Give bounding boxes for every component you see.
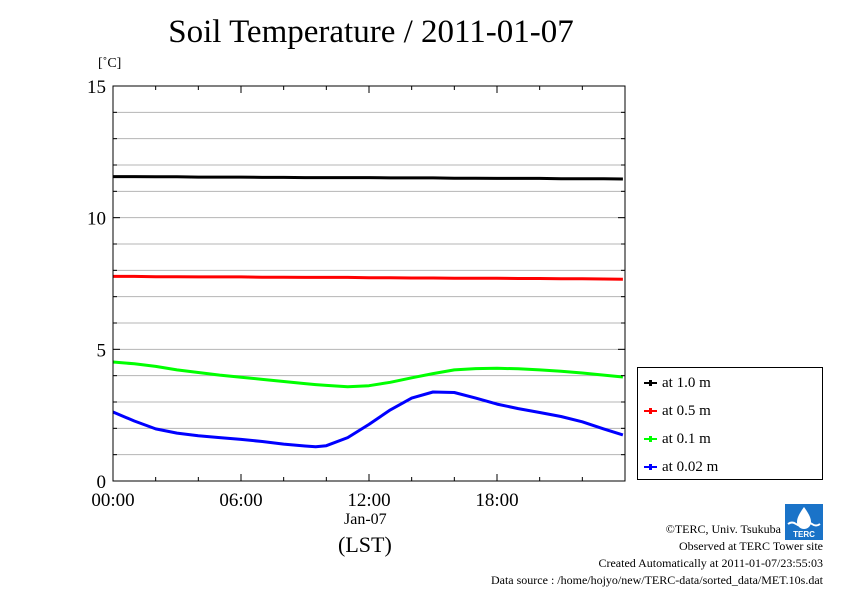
- y-tick-label: 5: [97, 340, 107, 361]
- chart-title: Soil Temperature / 2011-01-07: [168, 14, 574, 50]
- legend-item: at 0.1 m: [644, 426, 711, 452]
- legend-label: at 1.0 m: [662, 374, 711, 391]
- axes: [112, 85, 626, 482]
- legend-swatch: [644, 464, 657, 470]
- legend-item: at 0.02 m: [644, 454, 718, 480]
- footer-source: Data source : /home/hojyo/new/TERC-data/…: [490, 573, 823, 587]
- series-lines: [112, 175, 624, 449]
- footer-copyright: ©TERC, Univ. Tsukuba: [665, 522, 781, 536]
- gridlines: [113, 111, 625, 456]
- legend: at 1.0 m at 0.5 m at 0.1 m at 0.02 m: [637, 367, 823, 480]
- series-line: [113, 175, 623, 181]
- legend-swatch: [644, 408, 657, 414]
- plot-frame: [112, 85, 626, 482]
- x-tick-label: 18:00: [475, 490, 518, 511]
- x-date-label: Jan-07: [344, 511, 387, 528]
- series-line: [112, 360, 624, 389]
- footer-created: Created Automatically at 2011-01-07/23:5…: [598, 556, 823, 570]
- tick-labels: 0 5 10 15 00:00 06:00 12:00 18:00: [87, 77, 519, 511]
- x-tick-label: 00:00: [91, 490, 134, 511]
- x-axis-label: (LST): [338, 532, 392, 557]
- legend-label: at 0.5 m: [662, 402, 711, 419]
- legend-swatch: [644, 436, 657, 442]
- legend-label: at 0.1 m: [662, 430, 711, 447]
- terc-logo-icon: TERC: [785, 504, 823, 540]
- legend-label: at 0.02 m: [662, 458, 719, 475]
- footer-observed: Observed at TERC Tower site: [678, 539, 823, 553]
- x-tick-label: 06:00: [219, 490, 262, 511]
- y-tick-label: 10: [87, 209, 106, 230]
- y-tick-label: 0: [97, 472, 107, 493]
- legend-item: at 0.5 m: [644, 398, 711, 424]
- legend-swatch: [644, 380, 657, 386]
- y-tick-label: 15: [87, 77, 106, 98]
- logo-text: TERC: [793, 530, 815, 539]
- legend-item: at 1.0 m: [644, 370, 711, 396]
- y-axis-unit: [˚C]: [98, 56, 122, 71]
- x-tick-label: 12:00: [347, 490, 390, 511]
- series-line: [113, 274, 623, 281]
- series-line: [112, 390, 624, 449]
